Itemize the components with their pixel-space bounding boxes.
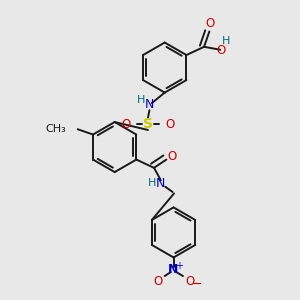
Text: H: H (222, 37, 230, 46)
Text: O: O (205, 17, 214, 30)
Text: S: S (143, 117, 153, 131)
Text: H: H (148, 178, 156, 188)
Text: O: O (166, 118, 175, 130)
Text: O: O (153, 274, 163, 287)
Text: N: N (168, 263, 179, 276)
Text: CH₃: CH₃ (46, 124, 67, 134)
Text: O: O (121, 118, 130, 130)
Text: N: N (145, 98, 154, 111)
Text: +: + (175, 261, 183, 271)
Text: H: H (137, 94, 146, 105)
Text: N: N (156, 177, 166, 190)
Text: O: O (217, 44, 226, 57)
Text: O: O (167, 150, 176, 163)
Text: −: − (192, 278, 202, 291)
Text: O: O (185, 274, 194, 287)
